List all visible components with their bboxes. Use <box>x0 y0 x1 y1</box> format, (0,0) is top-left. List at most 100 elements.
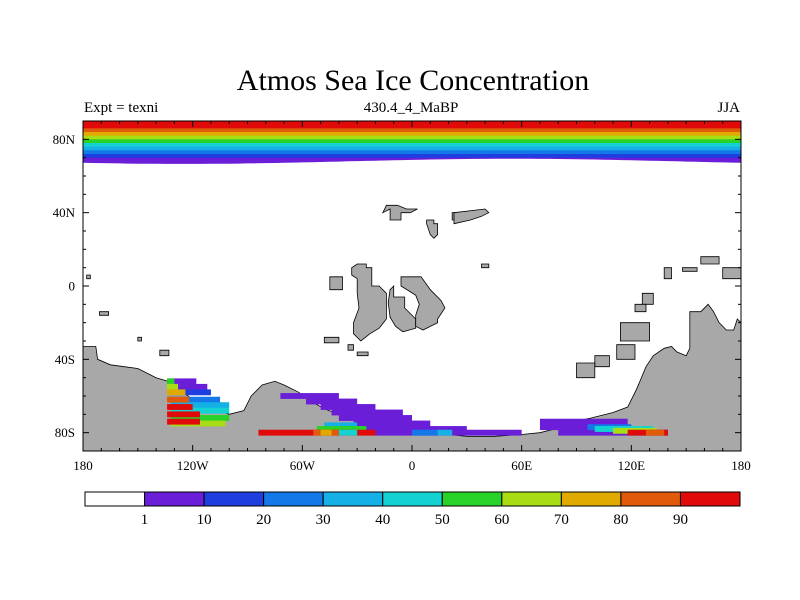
land-mass <box>99 311 109 316</box>
arctic-ice-band <box>83 143 741 148</box>
colorbar-swatch <box>560 491 622 507</box>
arctic-ice-band <box>83 139 741 144</box>
arctic-ice-band <box>83 154 741 159</box>
chart-title: Atmos Sea Ice Concentration <box>237 64 589 97</box>
colorbar-label: 90 <box>673 512 688 528</box>
southern-ice-field <box>167 378 668 436</box>
southern-ice-patch <box>167 404 193 410</box>
southern-ice-patch <box>167 378 197 385</box>
colorbar-swatch <box>203 491 265 507</box>
colorbar-swatch <box>382 491 443 507</box>
southern-ice-patch <box>645 429 665 436</box>
arctic-ice-band <box>83 135 741 140</box>
season-label: JJA <box>717 100 740 116</box>
arctic-ice-band <box>83 128 741 133</box>
land-mass <box>682 267 698 272</box>
experiment-label: Expt = texni <box>84 100 158 116</box>
land-mass <box>356 351 369 357</box>
y-tick-label: 40S <box>55 352 75 367</box>
southern-ice-patch <box>316 426 367 432</box>
colorbar: 1 10 20 30 40 50 60 70 80 90 <box>84 491 741 528</box>
arctic-ice-band <box>83 132 741 137</box>
southern-ice-patch <box>353 420 431 427</box>
land-mass <box>576 362 596 379</box>
colorbar-swatch <box>84 491 146 507</box>
land-mass <box>453 208 490 225</box>
y-axis: 80N 40N 0 40S 80S <box>53 132 741 440</box>
southern-ice-patch <box>338 415 412 421</box>
land-mass <box>400 276 446 331</box>
southern-ice-patch <box>167 383 179 390</box>
map-plot-area: 180 120W 60W 0 60E 120E 180 80N 40N 0 40S 80S <box>53 120 751 473</box>
colorbar-label: 30 <box>316 512 331 528</box>
land-mass <box>323 336 340 344</box>
southern-ice-patch <box>170 407 230 414</box>
land-mass <box>86 274 91 280</box>
colorbar-label: 40 <box>375 512 390 528</box>
southern-ice-patch <box>324 422 358 429</box>
colorbar-label: 50 <box>435 512 450 528</box>
arctic-ice-band <box>83 146 741 151</box>
colorbar-swatch <box>441 491 503 507</box>
colorbar-swatch <box>620 491 681 507</box>
southern-ice-patch <box>280 393 339 399</box>
colorbar-swatch <box>144 491 205 507</box>
land-mass <box>700 256 720 265</box>
y-tick-label: 80S <box>55 425 75 440</box>
y-tick-label: 40N <box>53 205 76 220</box>
southern-ice-patch <box>539 418 628 425</box>
southern-ice-patch <box>364 426 467 432</box>
x-tick-label: 120E <box>618 458 646 473</box>
southern-ice-patch <box>305 398 358 405</box>
land-mass <box>481 263 490 269</box>
southern-ice-patch <box>167 389 186 396</box>
southern-ice-patch <box>539 424 628 431</box>
colorbar-swatch <box>263 491 324 507</box>
y-tick-label: 0 <box>69 279 76 294</box>
southern-ice-patch <box>437 429 453 436</box>
colorbar-label: 70 <box>554 512 569 528</box>
southern-ice-patch <box>168 383 208 390</box>
x-tick-label: 60E <box>511 458 532 473</box>
x-axis: 180 120W 60W 0 60E 120E 180 <box>73 121 751 473</box>
southern-ice-patch <box>338 429 358 436</box>
southern-ice-patch <box>167 411 200 418</box>
southern-ice-patch <box>412 429 438 436</box>
arctic-ice-field <box>83 121 741 164</box>
land-layer <box>83 204 741 451</box>
southern-ice-patch <box>168 389 211 396</box>
colorbar-label: 60 <box>494 512 509 528</box>
colorbar-label: 10 <box>197 512 212 528</box>
land-mass <box>641 292 654 305</box>
southern-ice-patch <box>167 378 175 385</box>
southern-ice-patch <box>168 396 221 403</box>
x-tick-label: 180 <box>731 458 751 473</box>
colorbar-label: 20 <box>256 512 271 528</box>
x-tick-label: 0 <box>409 458 416 473</box>
land-mass <box>137 336 142 342</box>
southern-ice-patch <box>331 409 403 416</box>
colorbar-swatch <box>501 491 562 507</box>
land-mass <box>594 355 610 368</box>
colorbar-label: 1 <box>141 512 149 528</box>
land-mass <box>620 322 650 342</box>
land-mass <box>616 344 636 360</box>
land-mass <box>347 344 354 351</box>
colorbar-swatch <box>679 491 741 507</box>
chart-subtitle: 430.4_4_MaBP <box>364 100 459 116</box>
land-mass <box>634 303 647 313</box>
x-tick-label: 60W <box>290 458 316 473</box>
land-mass <box>426 219 439 239</box>
southern-ice-patch <box>320 404 376 410</box>
arctic-ice-band <box>83 157 741 164</box>
y-tick-label: 80N <box>53 132 76 147</box>
land-mass <box>387 285 417 333</box>
land-mass <box>351 263 387 342</box>
land-mass <box>722 267 741 280</box>
southern-ice-patch <box>167 418 200 425</box>
land-mass <box>663 267 672 280</box>
colorbar-swatch <box>322 491 384 507</box>
southern-ice-patch <box>320 429 332 436</box>
southern-ice-patch <box>170 402 230 409</box>
